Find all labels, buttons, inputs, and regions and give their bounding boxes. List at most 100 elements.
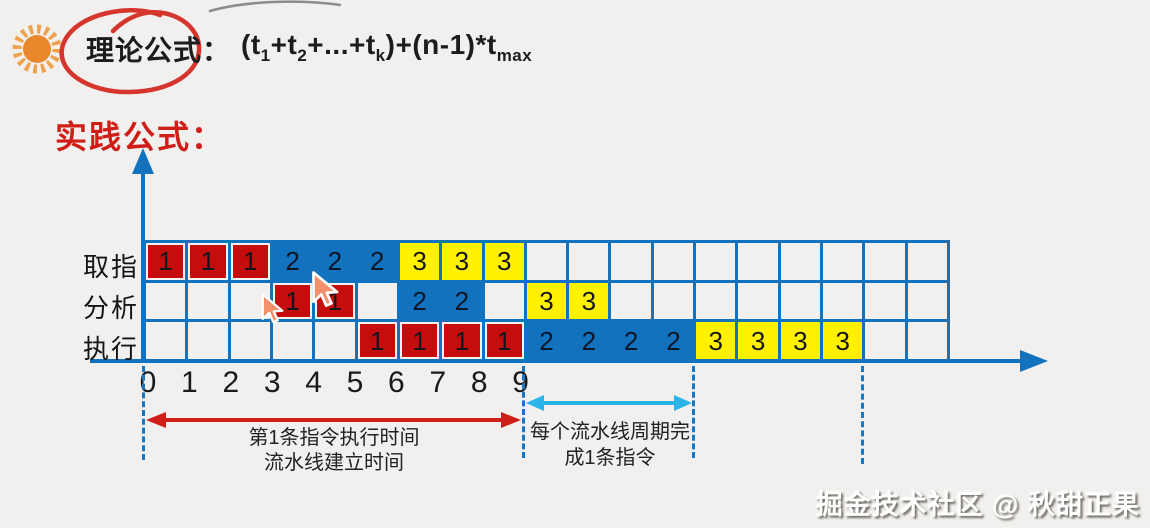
pipeline-cell: [738, 282, 778, 320]
pipeline-cell: [865, 282, 905, 320]
pipeline-cell: [569, 243, 609, 280]
pipeline-cell: [907, 322, 947, 359]
formula-subscript: 1: [260, 46, 271, 65]
caption-line: 成1条指令: [564, 447, 656, 469]
formula-subscript: k: [375, 46, 386, 65]
pipeline-cell: [780, 243, 821, 280]
pipeline-cell: [272, 322, 313, 359]
pipeline-cell: 2: [569, 322, 609, 359]
pipeline-cell: [357, 282, 397, 320]
pipeline-cell: [823, 282, 863, 320]
pipeline-cell: 2: [526, 322, 567, 359]
cursor-pointer-icon: [261, 293, 284, 324]
pipeline-cell: [611, 282, 651, 320]
dashed-marker-t9: [522, 366, 525, 458]
title-label: 理论公式：: [86, 35, 232, 66]
axis-tick-label: 4: [305, 366, 322, 399]
formula-part: +...+t: [307, 29, 376, 60]
row-label-fetch: 取指: [82, 252, 139, 282]
pipeline-cell: 3: [442, 243, 482, 280]
cyan-arrow-shaft: [538, 401, 680, 405]
pipeline-cell: 2: [442, 282, 482, 320]
cursor-pointer-icon: [312, 271, 339, 307]
pipeline-cell: [146, 322, 186, 359]
caption-line: 第1条指令执行时间: [248, 427, 420, 449]
pipeline-cell: [653, 243, 694, 280]
pipeline-cell: 3: [526, 282, 567, 320]
pipeline-cell: [865, 243, 905, 280]
axis-tick-label: 7: [429, 366, 447, 399]
formula-subscript: max: [496, 46, 533, 65]
pipeline-cell: [780, 282, 821, 320]
pipeline-cell: [696, 243, 736, 280]
axis-tick-label: 1: [181, 366, 198, 399]
pipeline-cycle-arrow: [526, 395, 692, 411]
red-circle-annotation: [59, 8, 202, 95]
pipeline-cell: 2: [611, 322, 651, 359]
red-arrowhead-right-icon: [501, 412, 521, 428]
pipeline-cell: 2: [272, 243, 313, 280]
pipeline-cell: [696, 282, 736, 320]
dashed-marker-t0: [142, 366, 145, 460]
pipeline-cell: 1: [484, 322, 524, 359]
formula-part: +t: [270, 29, 298, 60]
axis-tick-label: 5: [346, 366, 364, 399]
pipeline-cell: 3: [780, 322, 821, 359]
first-instruction-time-arrow: [146, 412, 521, 428]
caption-line: 每个流水线周期完: [530, 421, 690, 443]
formula-part: (t: [241, 29, 261, 60]
pipeline-cell: 1: [357, 322, 397, 359]
first-instruction-caption: 第1条指令执行时间 流水线建立时间: [148, 426, 520, 476]
pipeline-cell: 3: [569, 282, 609, 320]
red-arrowhead-left-icon: [146, 412, 166, 428]
pipeline-cell: 3: [484, 243, 524, 280]
red-arrow-shaft: [160, 418, 507, 422]
dashed-marker-t17: [861, 366, 864, 464]
pipeline-cell: [484, 282, 524, 320]
row-label-execute: 执行: [82, 334, 139, 364]
pipeline-cell: 3: [696, 322, 736, 359]
top-stroke-artifact: [208, 0, 342, 13]
pipeline-cell: 1: [399, 322, 440, 359]
pipeline-cycle-caption: 每个流水线周期完 成1条指令: [524, 419, 696, 471]
pipeline-cell: [823, 243, 863, 280]
watermark: 掘金技术社区 @ 秋甜正果: [815, 490, 1140, 520]
pipeline-cell: [653, 282, 694, 320]
pipeline-cell: [907, 243, 947, 280]
pipeline-cell: [230, 322, 270, 359]
sun-icon: [12, 24, 62, 74]
pipeline-cell: [188, 282, 228, 320]
pipeline-cell: [907, 282, 947, 320]
cyan-arrowhead-left-icon: [526, 395, 544, 411]
pipeline-cell: 1: [442, 322, 482, 359]
x-axis-arrowhead-icon: [1020, 350, 1048, 372]
pipeline-cell: [611, 243, 651, 280]
formula-subscript: 2: [297, 46, 308, 65]
axis-tick-label: 2: [222, 366, 240, 399]
pipeline-cell: 3: [399, 243, 440, 280]
pipeline-cell: [315, 322, 355, 359]
page-title: 理论公式： (t1+t2+...+tk)+(n-1)*tmax: [86, 29, 532, 69]
pipeline-cell: 1: [146, 243, 186, 280]
pipeline-cell: 3: [823, 322, 863, 359]
pipeline-cell: 2: [357, 243, 397, 280]
axis-tick-label: 3: [263, 366, 281, 399]
caption-line: 流水线建立时间: [264, 452, 404, 474]
pipeline-cell: [738, 243, 778, 280]
dashed-marker-t13: [692, 366, 695, 458]
cyan-arrowhead-right-icon: [674, 395, 692, 411]
formula: (t1+t2+...+tk)+(n-1)*tmax: [241, 29, 532, 65]
pipeline-cell: [146, 282, 186, 320]
pipeline-cell: 2: [399, 282, 440, 320]
pipeline-cell: 1: [230, 243, 270, 280]
pipeline-cell: [526, 243, 567, 280]
pipeline-cell: 2: [653, 322, 694, 359]
pipeline-cell: 1: [188, 243, 228, 280]
pipeline-cell: [865, 322, 905, 359]
y-axis-arrowhead-icon: [132, 148, 154, 174]
axis-tick-label: 6: [388, 366, 405, 399]
row-label-decode: 分析: [82, 293, 139, 323]
axis-tick-label: 8: [470, 366, 488, 399]
